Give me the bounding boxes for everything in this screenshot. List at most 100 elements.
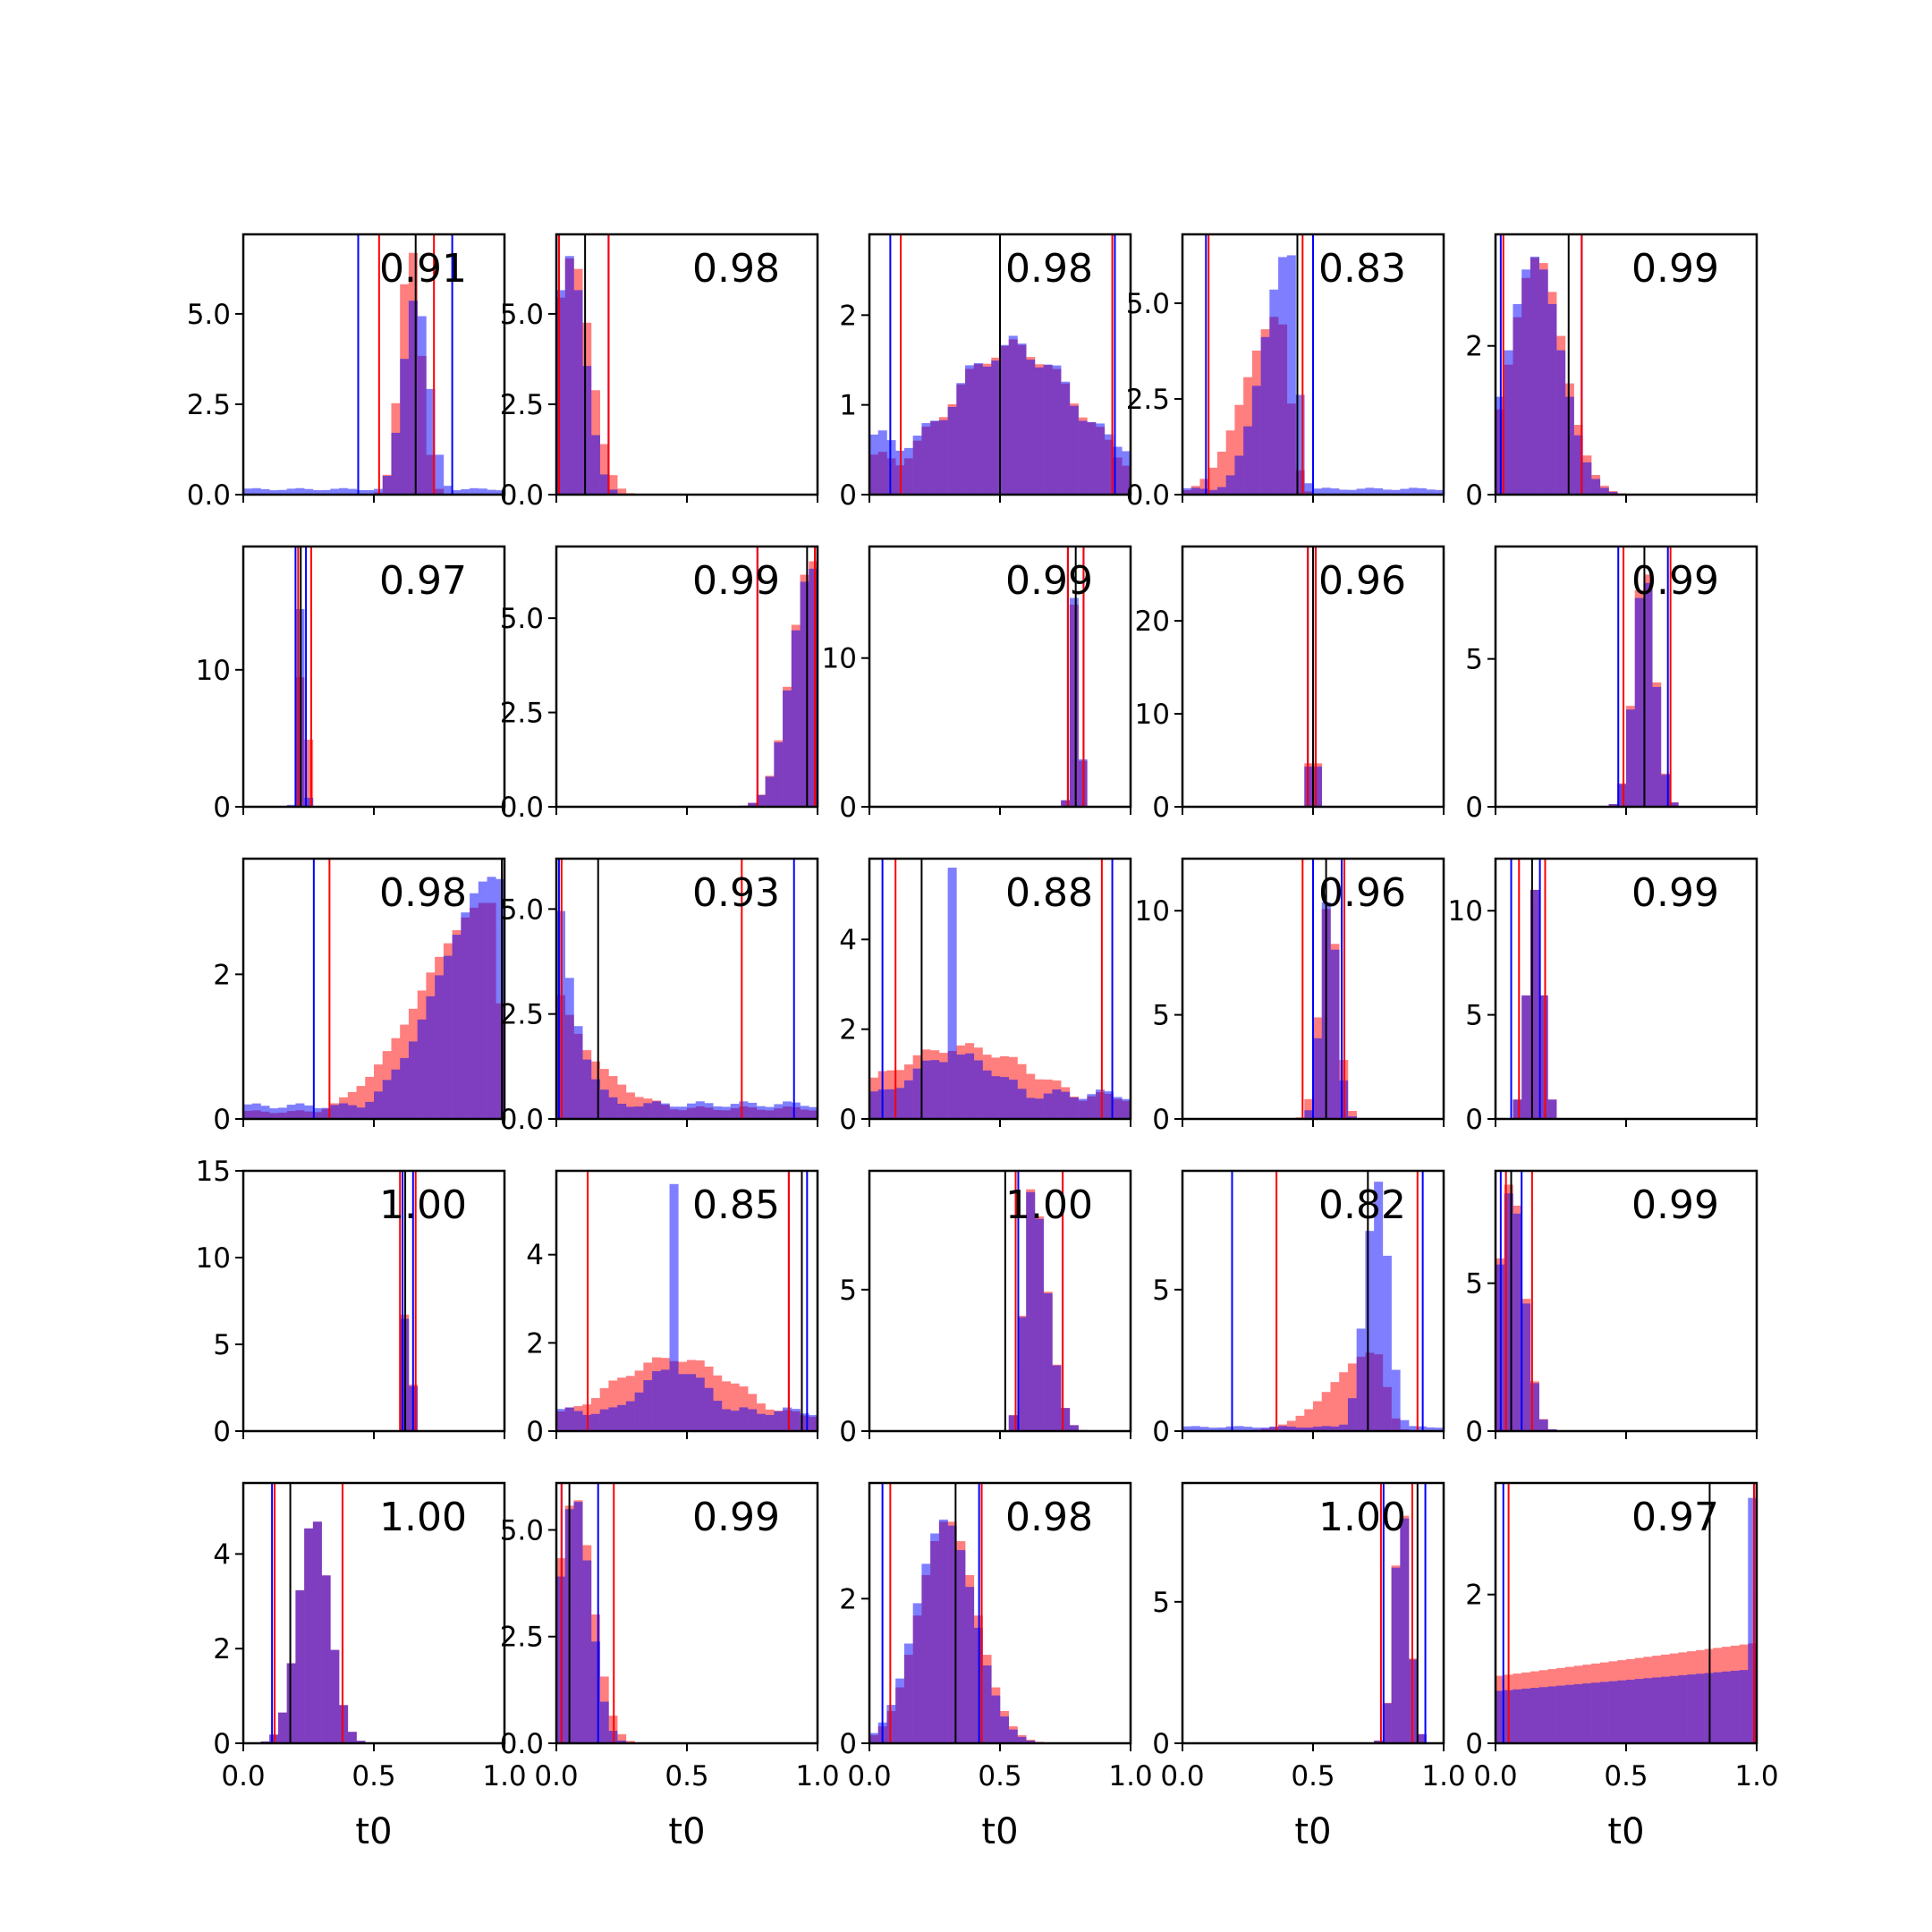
hist-b-bar [1304, 1110, 1314, 1119]
hist-a-bar [1347, 1363, 1357, 1431]
hist-b-bar [965, 1053, 975, 1119]
hist-b-bar [1260, 1427, 1270, 1431]
hist-b-bar [286, 1663, 296, 1743]
hist-b-bar [809, 568, 818, 807]
hist-b-bar [1626, 709, 1636, 807]
hist-b-bar [1104, 434, 1114, 495]
panel-value-label: 0.85 [692, 1182, 780, 1228]
hist-a-bar [304, 739, 314, 807]
panel-9: 0 10 20 0.96 [1135, 545, 1445, 824]
hist-a-bar [1330, 1382, 1340, 1431]
y-tick-label: 2 [526, 1327, 544, 1360]
hist-b-bar [1243, 426, 1253, 495]
hist-b-bar [304, 1528, 314, 1743]
hist-b-bar [1243, 1427, 1253, 1431]
hist-b-bar [652, 1371, 662, 1431]
hist-b-bar [1347, 1116, 1357, 1119]
hist-b-bar [1564, 396, 1574, 495]
y-tick-label: 10 [1135, 699, 1170, 731]
hist-a-bar [1347, 1111, 1357, 1119]
hist-b-bar [704, 1103, 714, 1119]
y-tick-label: 2 [839, 1014, 857, 1046]
panel-value-label: 1.00 [379, 1495, 467, 1540]
hist-b-bar [1225, 1426, 1235, 1431]
y-tick-label: 2 [213, 1633, 231, 1665]
hist-b-bar [1521, 995, 1531, 1119]
hist-b-bar [1000, 1716, 1010, 1743]
hist-b-bar [1365, 1231, 1375, 1431]
hist-a-bar [1286, 1420, 1296, 1431]
hist-b-bar [374, 1091, 384, 1119]
y-tick-label: 5.0 [187, 299, 231, 331]
x-tick-label: 0.0 [847, 1760, 891, 1792]
hist-b-bar [678, 1106, 688, 1119]
x-tick-label: 0.0 [534, 1760, 578, 1792]
hist-b-bar [1538, 1687, 1548, 1743]
hist-b-bar [930, 1533, 940, 1743]
hist-b-bar [1573, 435, 1583, 495]
panel-value-label: 0.99 [1631, 558, 1719, 604]
hist-b-bar [295, 1589, 305, 1743]
hist-b-bar [1513, 1689, 1522, 1743]
hist-b-bar [1034, 1218, 1044, 1431]
hist-b-bar [356, 1107, 366, 1119]
hist-b-bar [1017, 343, 1027, 495]
hist-b-bar [260, 488, 270, 495]
hist-b-bar [426, 996, 436, 1119]
hist-b-bar [1321, 487, 1331, 495]
hist-b-bar [973, 1060, 983, 1119]
hist-b-bar [1304, 1428, 1314, 1431]
hist-b-bar [1191, 487, 1200, 495]
hist-b-bar [1538, 995, 1548, 1119]
y-tick-label: 0.0 [1126, 479, 1170, 512]
y-tick-label: 0 [1152, 1416, 1170, 1448]
hist-b-bar [669, 1106, 679, 1119]
hist-b-bar [1435, 489, 1445, 495]
hist-b-bar [599, 1701, 609, 1743]
hist-b-bar [599, 1089, 609, 1119]
hist-b-bar [617, 1740, 627, 1743]
hist-b-bar [461, 488, 470, 495]
hist-b-bar [573, 1026, 583, 1119]
hist-b-bar [1052, 1089, 1062, 1119]
hist-b-bar [1591, 1682, 1601, 1743]
hist-b-bar [1547, 1099, 1557, 1119]
hist-b-bar [1356, 1328, 1366, 1431]
hist-b-bar [1061, 1408, 1071, 1431]
hist-b-bar [573, 290, 583, 495]
hist-b-bar [1608, 1681, 1618, 1743]
hist-b-bar [452, 935, 462, 1119]
hist-b-bar [1391, 1369, 1401, 1431]
panel-value-label: 0.99 [1631, 1182, 1719, 1228]
hist-b-bar [1435, 1428, 1445, 1431]
hist-b-bar [739, 1407, 749, 1431]
hist-a-bar [1304, 1098, 1314, 1119]
panel-23: 0 2 0.0 0.5 1.0 t0 0.98 [839, 1481, 1153, 1852]
hist-b-bar [1069, 1097, 1079, 1119]
hist-b-bar [1017, 1317, 1027, 1431]
hist-b-bar [1608, 492, 1618, 495]
hist-b-bar [1556, 1685, 1566, 1743]
hist-b-bar [1017, 1089, 1027, 1119]
hist-a-bar [730, 1383, 740, 1431]
panel-value-label: 0.99 [1005, 558, 1093, 604]
panel-11: 020.98 [213, 857, 506, 1136]
hist-b-bar [721, 1106, 731, 1119]
hist-b-bar [590, 1641, 600, 1743]
hist-b-bar [678, 1374, 688, 1431]
hist-b-bar [1521, 1303, 1531, 1431]
hist-b-bar [443, 955, 453, 1119]
hist-b-bar [617, 1104, 627, 1119]
hist-b-bar [356, 489, 366, 495]
hist-b-bar [704, 1387, 714, 1431]
hist-b-bar [478, 488, 487, 495]
hist-b-bar [947, 406, 957, 495]
hist-b-bar [877, 430, 887, 495]
hist-b-bar [947, 1525, 957, 1743]
x-tick-label: 0.5 [352, 1760, 395, 1792]
y-tick-label: 0.0 [187, 479, 231, 512]
hist-b-bar [1695, 1674, 1705, 1743]
hist-b-bar [1295, 1428, 1305, 1431]
hist-b-bar [1504, 350, 1513, 495]
hist-b-bar [1216, 1427, 1226, 1431]
